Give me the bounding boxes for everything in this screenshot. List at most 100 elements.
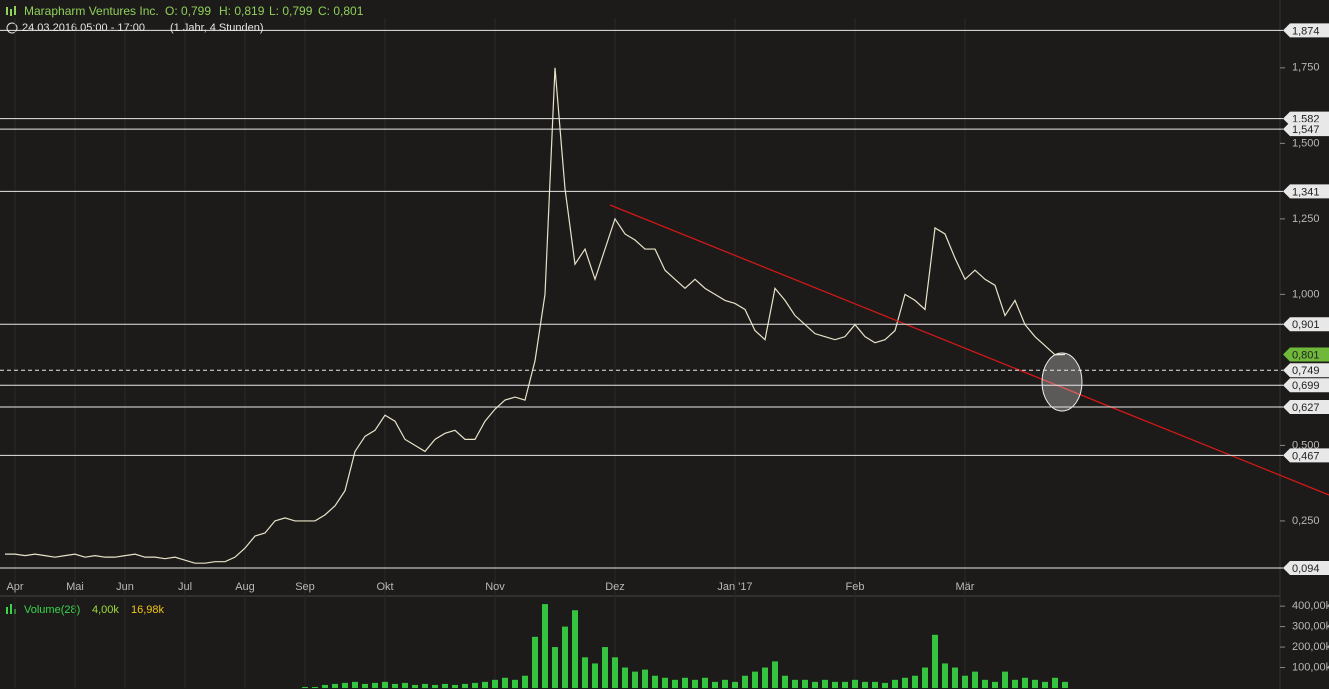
- volume-bar: [842, 681, 848, 688]
- x-tick-label: Sep: [295, 581, 315, 593]
- volume-bar: [1002, 671, 1008, 688]
- volume-bar: [412, 684, 418, 688]
- volume-bar: [972, 671, 978, 688]
- level-label: 1,874: [1292, 25, 1320, 37]
- volume-bar: [702, 677, 708, 688]
- level-tag: [1283, 317, 1329, 332]
- volume-bar: [312, 686, 318, 688]
- volume-bar: [322, 684, 328, 688]
- volume-bar: [732, 681, 738, 688]
- volume-bar: [462, 683, 468, 688]
- volume-bar: [382, 681, 388, 688]
- volume-bar: [932, 634, 938, 688]
- volume-bar: [962, 675, 968, 688]
- volume-bar: [892, 679, 898, 688]
- volume-bar: [332, 683, 338, 688]
- level-tag: [1283, 23, 1329, 38]
- volume-bar: [642, 669, 648, 688]
- volume-bar: [682, 677, 688, 688]
- level-tag: [1283, 378, 1329, 393]
- volume-bar: [522, 675, 528, 688]
- volume-bar: [862, 681, 868, 688]
- volume-bar: [852, 679, 858, 688]
- volume-bar: [662, 677, 668, 688]
- volume-bar: [942, 663, 948, 688]
- low: L: 0,799: [269, 4, 313, 18]
- level-label: 0,627: [1292, 402, 1320, 414]
- y-tick-label: 300,00k: [1292, 621, 1329, 633]
- clock-icon: [6, 22, 18, 34]
- volume-bar: [912, 675, 918, 688]
- y-tick-label: 1,750: [1292, 62, 1320, 74]
- volume-bar: [432, 684, 438, 688]
- volume-bar: [482, 681, 488, 688]
- level-label: 0,901: [1292, 319, 1320, 331]
- level-tag: [1283, 111, 1329, 126]
- volume-bar: [792, 679, 798, 688]
- volume-bar: [302, 686, 308, 688]
- volume-bar: [562, 626, 568, 688]
- y-tick-label: 100,00k: [1292, 661, 1329, 673]
- y-tick-label: 400,00k: [1292, 600, 1329, 612]
- x-tick-label: Mai: [66, 581, 84, 593]
- volume-bar: [512, 679, 518, 688]
- volume-legend: Volume(28): [24, 604, 80, 616]
- level-label: 0,094: [1292, 563, 1320, 575]
- x-tick-label: Okt: [376, 581, 393, 593]
- level-tag: [1283, 400, 1329, 415]
- x-tick-label: Apr: [6, 581, 23, 593]
- volume-bar: [802, 679, 808, 688]
- volume-bar: [952, 667, 958, 688]
- volume-bar: [872, 681, 878, 688]
- level-tag: [1283, 448, 1329, 463]
- x-tick-label: Mär: [956, 581, 975, 593]
- volume-bar: [652, 675, 658, 688]
- y-tick-label: 1,000: [1292, 288, 1320, 300]
- x-tick-label: Jun: [116, 581, 134, 593]
- x-tick-label: Jul: [178, 581, 192, 593]
- high: H: 0,819: [219, 4, 265, 18]
- period: (1 Jahr, 4 Stunden): [170, 22, 264, 34]
- volume-bar: [712, 681, 718, 688]
- x-tick-label: Feb: [846, 581, 865, 593]
- volume-bar: [762, 667, 768, 688]
- y-tick-label: 0,500: [1292, 439, 1320, 451]
- volume-bar: [722, 679, 728, 688]
- volume-bar: [532, 636, 538, 688]
- level-tag: [1283, 122, 1329, 137]
- last-price-label: 0,801: [1292, 349, 1320, 361]
- level-tag: [1283, 184, 1329, 199]
- x-tick-label: Dez: [605, 581, 625, 593]
- volume-bar: [582, 657, 588, 688]
- header-icon: [6, 6, 16, 16]
- date-range: 24.03.2016 05:00 - 17:00: [22, 22, 145, 34]
- plot-layer: 1,750 1,500 1,250 1,000 0,500 0,250 Apr Mai Jun J…: [5, 18, 1329, 688]
- last-price-tag: [1283, 347, 1329, 362]
- instrument-name: Marapharm Ventures Inc.: [24, 4, 159, 18]
- volume-bar: [492, 679, 498, 688]
- volume-bar: [602, 647, 608, 688]
- volume-bar: [632, 671, 638, 688]
- volume-bar: [612, 657, 618, 688]
- volume-bar: [442, 683, 448, 688]
- volume-bar: [1052, 677, 1058, 688]
- volume-bar: [622, 667, 628, 688]
- highlight-circle: [1041, 352, 1083, 412]
- level-tag: [1283, 561, 1329, 576]
- level-tag: [1283, 363, 1329, 378]
- volume-bar: [352, 681, 358, 688]
- volume-bar: [362, 683, 368, 688]
- volume-bar: [372, 682, 378, 688]
- volume-bar: [502, 677, 508, 688]
- level-label: 1,341: [1292, 186, 1320, 198]
- volume-bar: [342, 682, 348, 688]
- volume-bar: [822, 679, 828, 688]
- volume-bar: [572, 610, 578, 688]
- volume-bar: [452, 684, 458, 688]
- y-tick-label: 1,500: [1292, 137, 1320, 149]
- volume-bar: [1022, 677, 1028, 688]
- volume-bar: [542, 604, 548, 688]
- x-tick-label: Aug: [235, 581, 255, 593]
- y-tick-label: 0,250: [1292, 515, 1320, 527]
